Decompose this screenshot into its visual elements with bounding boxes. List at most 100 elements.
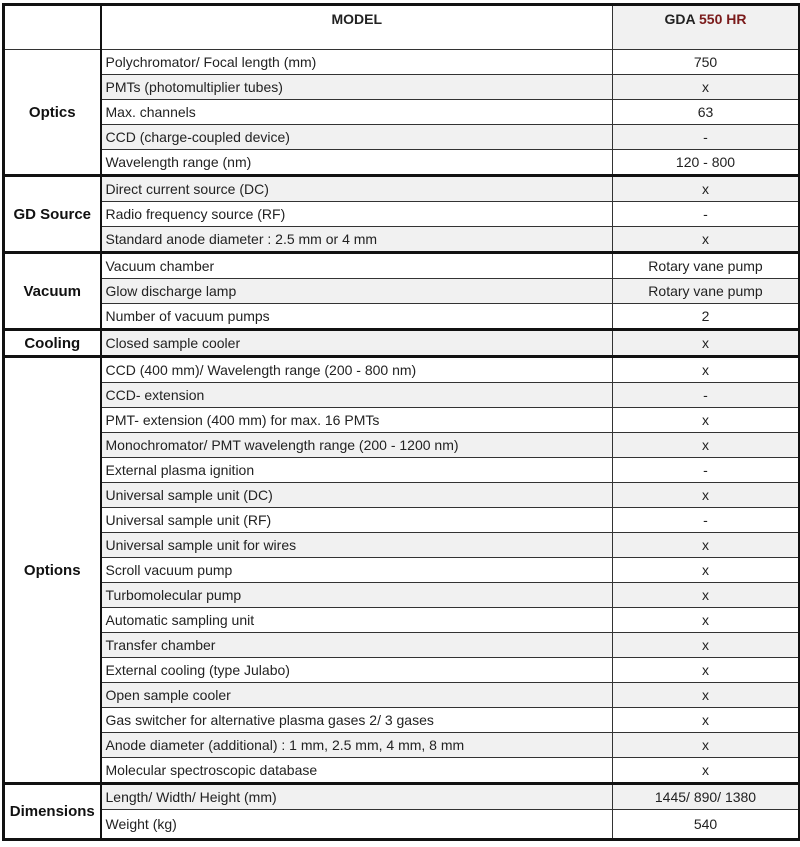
table-row: Wavelength range (nm) 120 - 800: [4, 149, 800, 176]
value-cell: Rotary vane pump: [612, 278, 800, 304]
category-cell: Options: [3, 355, 102, 784]
table-row: Optics Polychromator/ Focal length (mm) 75…: [3, 49, 800, 176]
value-cell: 63: [612, 99, 800, 125]
table-row: Universal sample unit (RF) -: [4, 507, 800, 533]
table-row: Monochromator/ PMT wavelength range (200…: [4, 432, 800, 458]
item-cell: PMTs (photomultiplier tubes): [100, 74, 613, 100]
model-header: MODEL: [100, 4, 613, 50]
table-row: Glow discharge lamp Rotary vane pump: [4, 278, 800, 304]
category-cell: GD Source: [3, 174, 102, 253]
item-cell: Open sample cooler: [100, 682, 613, 708]
value-cell: x: [612, 682, 800, 708]
table-row: CCD- extension -: [4, 382, 800, 408]
item-cell: Closed sample cooler: [100, 328, 613, 357]
value-cell: 750: [612, 49, 800, 75]
item-cell: External plasma ignition: [100, 457, 613, 483]
table-row: PMTs (photomultiplier tubes) x: [4, 74, 800, 100]
value-cell: x: [612, 582, 800, 608]
item-cell: Number of vacuum pumps: [100, 303, 613, 330]
value-cell: x: [612, 407, 800, 433]
table-row: External plasma ignition -: [4, 457, 800, 483]
value-cell: -: [612, 457, 800, 483]
item-cell: CCD (charge-coupled device): [100, 124, 613, 150]
value-cell: -: [612, 201, 800, 227]
value-cell: 2: [612, 303, 800, 330]
table-row: PMT- extension (400 mm) for max. 16 PMTs…: [4, 407, 800, 433]
table-row: Dimensions Length/ Width/ Height (mm) 1445…: [3, 782, 800, 840]
table-row: Universal sample unit (DC) x: [4, 482, 800, 508]
product-number: 550 HR: [699, 11, 747, 27]
table-row: GD Source Direct current source (DC) x: [3, 174, 800, 253]
category-cell: Vacuum: [3, 251, 102, 330]
table-row: Max. channels 63: [4, 99, 800, 125]
category-cell: Optics: [3, 49, 102, 176]
product-header: GDA 550 HR: [612, 4, 800, 50]
spec-table: MODEL GDA 550 HR Optics Polychromator/ Fo…: [2, 3, 800, 841]
value-cell: 540: [612, 809, 800, 840]
value-cell: x: [612, 532, 800, 558]
item-cell: Monochromator/ PMT wavelength range (200…: [100, 432, 613, 458]
table-row: External cooling (type Julabo) x: [4, 657, 800, 683]
item-cell: Glow discharge lamp: [100, 278, 613, 304]
item-cell: Length/ Width/ Height (mm): [100, 782, 613, 810]
table-row: Gas switcher for alternative plasma gase…: [4, 707, 800, 733]
value-cell: x: [612, 707, 800, 733]
value-cell: x: [612, 607, 800, 633]
item-cell: PMT- extension (400 mm) for max. 16 PMTs: [100, 407, 613, 433]
table-row: Automatic sampling unit x: [4, 607, 800, 633]
table-row: Molecular spectroscopic database x: [4, 757, 800, 784]
item-cell: CCD- extension: [100, 382, 613, 408]
item-cell: Anode diameter (additional) : 1 mm, 2.5 …: [100, 732, 613, 758]
category-cell: Cooling: [3, 328, 102, 357]
table-row: Cooling Closed sample cooler x: [3, 328, 800, 357]
item-cell: Gas switcher for alternative plasma gase…: [100, 707, 613, 733]
item-cell: Transfer chamber: [100, 632, 613, 658]
table-row: Radio frequency source (RF) -: [4, 201, 800, 227]
value-cell: 1445/ 890/ 1380: [612, 782, 800, 810]
item-cell: Weight (kg): [100, 809, 613, 840]
item-cell: Vacuum chamber: [100, 251, 613, 279]
value-cell: x: [612, 432, 800, 458]
item-cell: Universal sample unit for wires: [100, 532, 613, 558]
value-cell: -: [612, 382, 800, 408]
value-cell: x: [612, 226, 800, 253]
value-cell: x: [612, 355, 800, 383]
item-cell: Scroll vacuum pump: [100, 557, 613, 583]
item-cell: Universal sample unit (DC): [100, 482, 613, 508]
table-row: Turbomolecular pump x: [4, 582, 800, 608]
value-cell: -: [612, 124, 800, 150]
value-cell: x: [612, 632, 800, 658]
item-cell: Polychromator/ Focal length (mm): [100, 49, 613, 75]
value-cell: x: [612, 328, 800, 357]
item-cell: Automatic sampling unit: [100, 607, 613, 633]
table-row: Vacuum Vacuum chamber Rotary vane pump: [3, 251, 800, 330]
item-cell: External cooling (type Julabo): [100, 657, 613, 683]
item-cell: Max. channels: [100, 99, 613, 125]
table-row: Options CCD (400 mm)/ Wavelength range (2…: [3, 355, 800, 784]
value-cell: x: [612, 732, 800, 758]
table-row: Weight (kg) 540: [4, 809, 800, 840]
header-row: MODEL GDA 550 HR: [3, 4, 800, 50]
table-row: Standard anode diameter : 2.5 mm or 4 mm…: [4, 226, 800, 253]
table-row: Anode diameter (additional) : 1 mm, 2.5 …: [4, 732, 800, 758]
table-row: Universal sample unit for wires x: [4, 532, 800, 558]
value-cell: x: [612, 657, 800, 683]
table-row: Transfer chamber x: [4, 632, 800, 658]
table-row: Scroll vacuum pump x: [4, 557, 800, 583]
table-row: CCD (charge-coupled device) -: [4, 124, 800, 150]
value-cell: x: [612, 757, 800, 784]
item-cell: CCD (400 mm)/ Wavelength range (200 - 80…: [100, 355, 613, 383]
value-cell: 120 - 800: [612, 149, 800, 176]
value-cell: x: [612, 174, 800, 202]
value-cell: x: [612, 557, 800, 583]
header-empty-cell: [3, 4, 102, 50]
category-cell: Dimensions: [3, 782, 102, 840]
item-cell: Radio frequency source (RF): [100, 201, 613, 227]
item-cell: Wavelength range (nm): [100, 149, 613, 176]
table-row: Number of vacuum pumps 2: [4, 303, 800, 330]
item-cell: Universal sample unit (RF): [100, 507, 613, 533]
value-cell: x: [612, 482, 800, 508]
product-prefix: GDA: [664, 11, 696, 27]
item-cell: Standard anode diameter : 2.5 mm or 4 mm: [100, 226, 613, 253]
table-row: Open sample cooler x: [4, 682, 800, 708]
